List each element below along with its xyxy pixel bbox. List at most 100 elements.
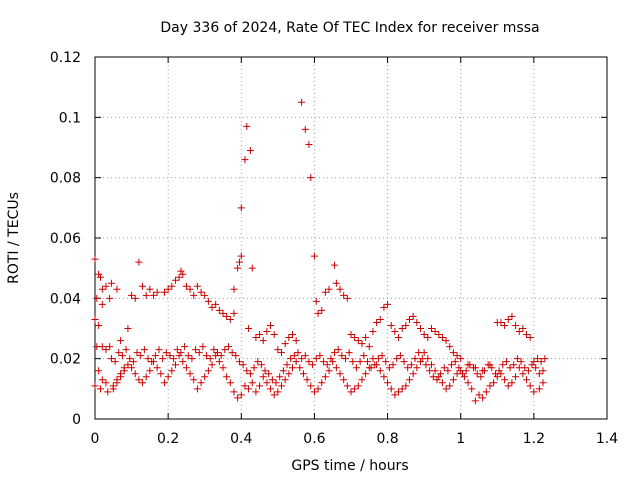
- data-point: [201, 291, 209, 299]
- data-point: [316, 352, 324, 360]
- data-point: [98, 300, 106, 308]
- data-point: [464, 379, 472, 387]
- data-point: [504, 382, 512, 390]
- data-point: [204, 367, 212, 375]
- data-point: [268, 376, 276, 384]
- y-tick-labels: 0 0.02 0.04 0.06 0.08 0.1 0.12: [50, 50, 81, 428]
- data-point: [340, 291, 348, 299]
- data-point: [166, 352, 174, 360]
- data-point: [321, 373, 329, 381]
- data-point: [193, 385, 201, 393]
- data-point: [312, 355, 320, 363]
- data-point: [455, 364, 463, 372]
- data-point: [91, 255, 99, 263]
- data-point: [96, 385, 104, 393]
- data-point: [471, 397, 479, 405]
- data-point: [120, 367, 128, 375]
- data-point: [241, 156, 249, 164]
- data-point: [237, 252, 245, 260]
- data-point: [321, 288, 329, 296]
- data-point: [219, 364, 227, 372]
- data-point: [429, 373, 437, 381]
- data-point: [499, 361, 507, 369]
- data-point: [449, 349, 457, 357]
- data-point: [305, 140, 313, 148]
- data-point: [113, 285, 121, 293]
- data-point: [347, 388, 355, 396]
- data-point: [243, 122, 251, 130]
- data-point: [278, 349, 286, 357]
- data-point: [398, 325, 406, 332]
- data-point: [460, 373, 468, 381]
- grid-lines: [95, 57, 607, 419]
- data-point: [457, 355, 465, 363]
- data-point: [206, 355, 214, 363]
- data-point: [393, 355, 401, 363]
- data-point: [285, 370, 293, 378]
- data-point: [539, 379, 547, 387]
- data-point: [331, 261, 339, 269]
- data-point: [98, 285, 106, 293]
- data-point: [193, 282, 201, 290]
- data-point: [267, 385, 275, 393]
- y-tick-label: 0.1: [59, 110, 81, 126]
- data-point: [427, 325, 435, 332]
- data-point: [444, 367, 452, 375]
- x-tick-label: 0.2: [157, 431, 179, 447]
- data-point: [407, 361, 415, 369]
- data-point: [113, 379, 121, 387]
- data-point: [179, 270, 187, 278]
- data-point: [278, 382, 286, 390]
- data-point: [267, 321, 275, 329]
- y-axis-label: ROTI / TECUs: [6, 192, 22, 284]
- data-point: [228, 349, 236, 357]
- data-point: [413, 364, 421, 372]
- data-point: [493, 373, 501, 381]
- data-point: [535, 370, 543, 378]
- data-point: [214, 349, 222, 357]
- data-point: [232, 352, 240, 360]
- data-point: [462, 367, 470, 375]
- data-point: [519, 325, 527, 332]
- x-tick-label: 1.4: [596, 431, 618, 447]
- data-point: [129, 358, 137, 366]
- data-point: [371, 361, 379, 369]
- data-point: [495, 367, 503, 375]
- data-point: [384, 379, 392, 387]
- data-point: [519, 370, 527, 378]
- data-point: [133, 349, 141, 357]
- x-tick-label: 0.8: [376, 431, 398, 447]
- data-point: [336, 370, 344, 378]
- data-point: [343, 294, 351, 302]
- data-point: [179, 358, 187, 366]
- data-point: [128, 291, 136, 299]
- data-point: [349, 358, 357, 366]
- data-point: [310, 252, 318, 260]
- data-point: [442, 385, 450, 393]
- data-point: [117, 337, 125, 345]
- data-point: [532, 364, 540, 372]
- data-point: [303, 376, 311, 384]
- data-point: [453, 352, 461, 360]
- data-point: [246, 370, 254, 378]
- data-point: [374, 355, 382, 363]
- data-point: [358, 376, 366, 384]
- data-point: [192, 346, 200, 354]
- data-point: [95, 367, 103, 375]
- data-point: [345, 349, 353, 357]
- data-point: [204, 297, 212, 305]
- data-point: [230, 309, 238, 317]
- data-point: [139, 379, 147, 387]
- data-point: [239, 361, 247, 369]
- data-point: [534, 355, 542, 363]
- data-points: [91, 98, 549, 405]
- data-point: [314, 385, 322, 393]
- data-point: [171, 361, 179, 369]
- data-point: [274, 388, 282, 396]
- data-point: [329, 358, 337, 366]
- data-point: [190, 376, 198, 384]
- data-point: [235, 258, 243, 266]
- data-point: [309, 361, 317, 369]
- y-tick-label: 0.04: [50, 291, 81, 307]
- data-point: [510, 361, 518, 369]
